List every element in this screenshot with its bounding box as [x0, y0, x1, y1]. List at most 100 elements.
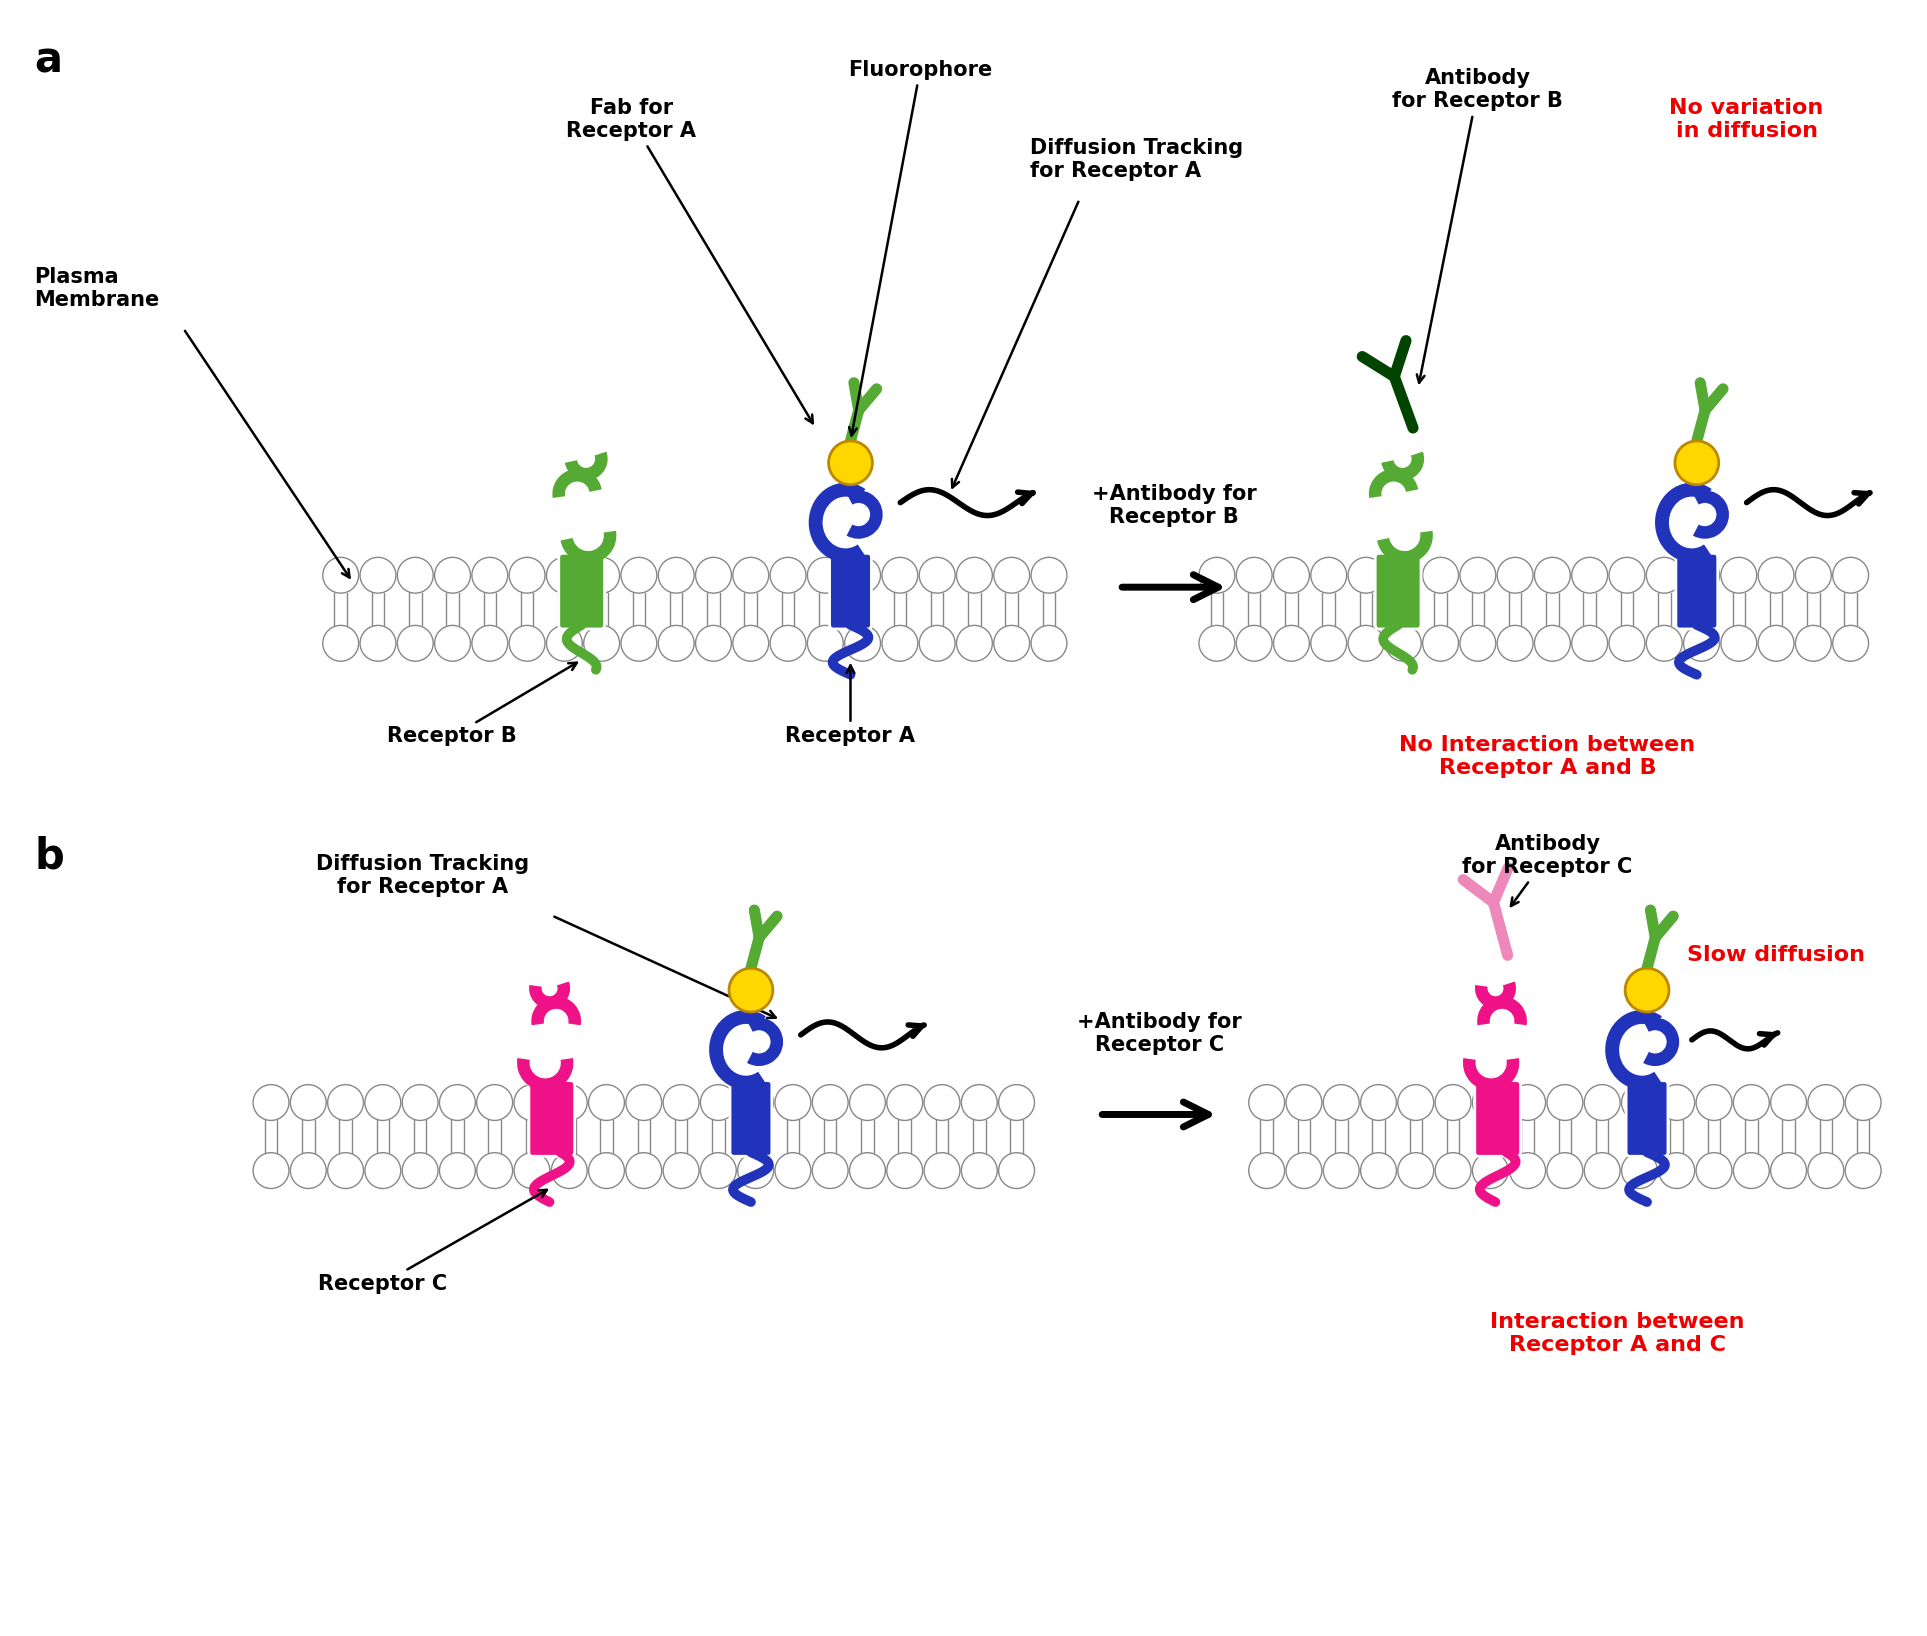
Circle shape — [956, 558, 992, 594]
Circle shape — [1360, 1153, 1397, 1188]
Text: No variation
in diffusion: No variation in diffusion — [1669, 98, 1823, 141]
Circle shape — [476, 1085, 513, 1121]
Circle shape — [1397, 1153, 1434, 1188]
Circle shape — [1808, 1085, 1844, 1121]
Circle shape — [1324, 1085, 1359, 1121]
Circle shape — [919, 625, 956, 661]
Circle shape — [1349, 558, 1384, 594]
Circle shape — [1846, 1153, 1881, 1188]
Circle shape — [1237, 625, 1272, 661]
Circle shape — [620, 558, 657, 594]
Circle shape — [1684, 558, 1719, 594]
Circle shape — [1249, 1153, 1285, 1188]
Circle shape — [1397, 1085, 1434, 1121]
Circle shape — [1274, 558, 1308, 594]
Circle shape — [813, 1085, 848, 1121]
Circle shape — [1386, 625, 1422, 661]
Circle shape — [1497, 625, 1534, 661]
Circle shape — [584, 558, 620, 594]
Circle shape — [1237, 558, 1272, 594]
Circle shape — [1796, 558, 1831, 594]
Circle shape — [472, 625, 507, 661]
Circle shape — [1646, 625, 1682, 661]
Text: Fab for
Receptor A: Fab for Receptor A — [567, 98, 813, 424]
Circle shape — [1675, 442, 1719, 484]
Circle shape — [771, 558, 805, 594]
Circle shape — [1472, 1153, 1509, 1188]
Circle shape — [807, 558, 844, 594]
Circle shape — [1199, 625, 1235, 661]
Circle shape — [994, 625, 1029, 661]
Circle shape — [1572, 558, 1607, 594]
Circle shape — [883, 625, 917, 661]
Circle shape — [1310, 625, 1347, 661]
Circle shape — [328, 1085, 364, 1121]
Circle shape — [397, 625, 434, 661]
Text: +Antibody for
Receptor B: +Antibody for Receptor B — [1093, 484, 1256, 527]
Circle shape — [962, 1085, 996, 1121]
Circle shape — [775, 1085, 811, 1121]
Circle shape — [700, 1085, 736, 1121]
Circle shape — [1771, 1153, 1806, 1188]
Circle shape — [551, 1085, 588, 1121]
Circle shape — [1846, 1085, 1881, 1121]
Circle shape — [328, 1153, 364, 1188]
Circle shape — [1572, 625, 1607, 661]
FancyBboxPatch shape — [1376, 553, 1420, 628]
Circle shape — [1696, 1085, 1732, 1121]
Text: Diffusion Tracking
for Receptor A: Diffusion Tracking for Receptor A — [316, 854, 528, 897]
Circle shape — [1547, 1153, 1582, 1188]
Circle shape — [1509, 1085, 1545, 1121]
Circle shape — [1386, 558, 1422, 594]
FancyBboxPatch shape — [1474, 1081, 1520, 1157]
Circle shape — [397, 558, 434, 594]
Circle shape — [436, 558, 470, 594]
Circle shape — [1609, 558, 1646, 594]
Text: Receptor C: Receptor C — [318, 1189, 547, 1294]
Circle shape — [291, 1085, 326, 1121]
Circle shape — [436, 625, 470, 661]
FancyBboxPatch shape — [831, 553, 871, 628]
Circle shape — [1808, 1153, 1844, 1188]
Circle shape — [1509, 1153, 1545, 1188]
Text: No Interaction between
Receptor A and B: No Interaction between Receptor A and B — [1399, 735, 1696, 777]
Circle shape — [1721, 625, 1757, 661]
FancyBboxPatch shape — [1626, 1081, 1669, 1157]
Circle shape — [1584, 1085, 1621, 1121]
Circle shape — [588, 1153, 624, 1188]
Circle shape — [919, 558, 956, 594]
Circle shape — [360, 625, 395, 661]
Circle shape — [1285, 1085, 1322, 1121]
Circle shape — [659, 558, 694, 594]
Circle shape — [1646, 558, 1682, 594]
Circle shape — [1659, 1153, 1694, 1188]
Circle shape — [663, 1153, 700, 1188]
Circle shape — [659, 625, 694, 661]
Circle shape — [1547, 1085, 1582, 1121]
Circle shape — [1609, 625, 1646, 661]
Circle shape — [883, 558, 917, 594]
Circle shape — [696, 625, 732, 661]
Circle shape — [732, 558, 769, 594]
Circle shape — [998, 1085, 1035, 1121]
Circle shape — [1436, 1153, 1470, 1188]
Circle shape — [620, 625, 657, 661]
Circle shape — [994, 558, 1029, 594]
Circle shape — [1684, 625, 1719, 661]
Circle shape — [1461, 625, 1495, 661]
Circle shape — [439, 1153, 476, 1188]
Circle shape — [700, 1153, 736, 1188]
Text: Diffusion Tracking
for Receptor A: Diffusion Tracking for Receptor A — [1029, 137, 1243, 182]
Circle shape — [509, 558, 545, 594]
Text: a: a — [35, 39, 62, 82]
FancyBboxPatch shape — [730, 1081, 773, 1157]
Circle shape — [364, 1153, 401, 1188]
Circle shape — [588, 1085, 624, 1121]
FancyBboxPatch shape — [559, 553, 605, 628]
Circle shape — [829, 442, 873, 484]
Circle shape — [696, 558, 732, 594]
Circle shape — [1621, 1153, 1657, 1188]
Circle shape — [439, 1085, 476, 1121]
Circle shape — [663, 1085, 700, 1121]
Text: Interaction between
Receptor A and C: Interaction between Receptor A and C — [1490, 1312, 1744, 1355]
